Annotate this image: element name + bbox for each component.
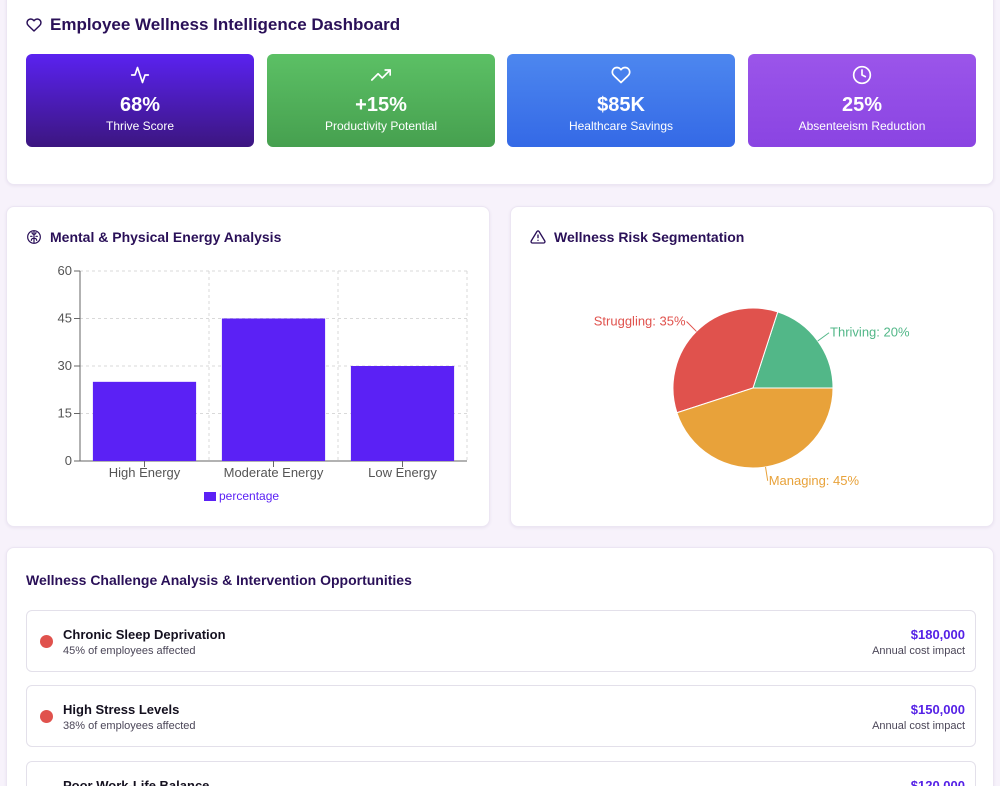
x-tick-label: Moderate Energy: [224, 465, 324, 480]
energy-card-title-text: Mental & Physical Energy Analysis: [50, 229, 282, 245]
challenge-card-title: Wellness Challenge Analysis & Interventi…: [26, 572, 412, 588]
challenge-cost-label: Annual cost impact: [872, 645, 965, 657]
challenge-affected: 45% of employees affected: [63, 645, 196, 657]
pie-label-struggling: Struggling: 35%: [594, 314, 686, 329]
risk-card-title: Wellness Risk Segmentation: [530, 229, 744, 245]
challenge-affected: 38% of employees affected: [63, 720, 196, 732]
pie-label-thriving: Thriving: 20%: [830, 325, 910, 340]
challenge-cost: $150,000: [910, 702, 965, 717]
trending-up-icon: [371, 69, 391, 81]
y-tick-label: 60: [58, 263, 72, 278]
kpi-value: 25%: [841, 94, 883, 116]
kpi-label: Thrive Score: [105, 119, 175, 133]
challenge-name: Poor Work-Life Balance: [63, 778, 210, 786]
challenge-card-title-text: Wellness Challenge Analysis & Interventi…: [26, 572, 412, 588]
dashboard-title: Employee Wellness Intelligence Dashboard: [26, 15, 400, 35]
dashboard-title-text: Employee Wellness Intelligence Dashboard: [50, 15, 401, 34]
clock-icon: [852, 65, 872, 85]
y-tick-label: 45: [58, 311, 72, 326]
kpi-healthcare-savings: $85K Healthcare Savings: [507, 54, 735, 147]
y-tick-label: 30: [58, 358, 72, 373]
pie-label-leader: [817, 332, 830, 342]
pie-label-managing: Managing: 45%: [769, 473, 860, 488]
heart-icon: [611, 66, 631, 84]
heart-outline-icon: [26, 18, 42, 32]
challenge-item-work-life-balance[interactable]: Poor Work-Life Balance $120,000: [26, 761, 976, 786]
challenge-cost: $120,000: [910, 778, 965, 786]
severity-dot: [40, 635, 53, 648]
y-tick-label: 15: [58, 406, 72, 421]
y-tick-label: 0: [65, 453, 72, 468]
kpi-thrive-score: 68% Thrive Score: [26, 54, 254, 147]
challenge-name: Chronic Sleep Deprivation: [63, 627, 226, 642]
legend-swatch: [204, 492, 216, 501]
kpi-label: Productivity Potential: [324, 119, 438, 133]
wellness-summary-card: Employee Wellness Intelligence Dashboard…: [6, 0, 994, 185]
kpi-label: Absenteeism Reduction: [798, 119, 926, 133]
bar-high-energy[interactable]: [92, 381, 197, 461]
challenge-cost: $180,000: [910, 627, 965, 642]
legend-label[interactable]: percentage: [219, 489, 279, 503]
risk-segmentation-card: Thriving: 20% Struggling: 35% Managing: 45…: [510, 206, 994, 527]
energy-bar-chart: 0 15 30 45 60 High Energy Moderate Energy Low E…: [58, 263, 468, 503]
challenge-cost-label: Annual cost impact: [872, 720, 965, 732]
energy-analysis-card: 0 15 30 45 60 High Energy Moderate Energy Low E…: [6, 206, 490, 527]
x-tick-label: High Energy: [109, 465, 181, 480]
kpi-value: 68%: [119, 94, 161, 116]
alert-triangle-icon: [530, 230, 546, 244]
kpi-label: Healthcare Savings: [568, 119, 674, 133]
pie-label-leader: [686, 321, 697, 332]
pie-label-leader: [765, 466, 769, 481]
risk-card-title-text: Wellness Risk Segmentation: [554, 229, 745, 245]
bar-low-energy[interactable]: [350, 366, 455, 461]
risk-pie-chart: Thriving: 20% Struggling: 35% Managing: 45…: [594, 307, 910, 488]
challenge-name: High Stress Levels: [63, 702, 180, 717]
x-tick-label: Low Energy: [368, 465, 437, 480]
energy-card-title: Mental & Physical Energy Analysis: [26, 229, 281, 245]
challenge-item-high-stress[interactable]: High Stress Levels 38% of employees affe…: [26, 685, 976, 747]
activity-icon: [130, 66, 150, 84]
pie-slice-managing[interactable]: [676, 387, 834, 469]
kpi-value: +15%: [355, 94, 407, 116]
severity-dot: [40, 710, 53, 723]
bar-moderate-energy[interactable]: [221, 318, 326, 462]
brain-icon: [27, 230, 41, 244]
kpi-productivity-potential: +15% Productivity Potential: [267, 54, 495, 147]
challenge-analysis-card: Wellness Challenge Analysis & Interventi…: [6, 547, 994, 786]
kpi-value: $85K: [597, 94, 645, 116]
challenge-item-sleep-deprivation[interactable]: Chronic Sleep Deprivation 45% of employe…: [26, 610, 976, 672]
kpi-absenteeism-reduction: 25% Absenteeism Reduction: [748, 54, 976, 147]
